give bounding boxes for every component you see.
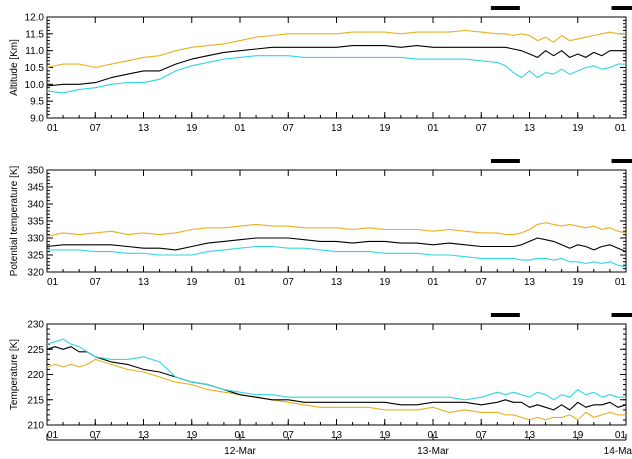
- marker-bar: [611, 6, 632, 10]
- y-tick-label: 10.5: [25, 63, 45, 74]
- x-tick-label: 01: [234, 277, 246, 288]
- y-tick-label: 340: [27, 200, 44, 211]
- y-tick-label: 225: [27, 345, 44, 356]
- x-tick-label: 07: [476, 123, 488, 134]
- series-line-upper: [46, 222, 627, 237]
- y-tick-label: 11.0: [25, 46, 44, 57]
- series-line-upper: [46, 358, 626, 421]
- date-label: 14-Ma: [604, 446, 632, 457]
- series-line-mid: [46, 237, 627, 253]
- series-line-upper: [46, 29, 626, 69]
- y-tick-label: 350: [27, 166, 44, 177]
- plot-frame: [46, 323, 627, 426]
- x-tick-label: 07: [283, 430, 295, 441]
- x-tick-label: 07: [90, 430, 102, 441]
- x-tick-label: 01: [615, 277, 627, 288]
- y-tick-label: 230: [27, 320, 44, 331]
- plot-frame: [46, 169, 627, 273]
- y-tick-label: 11.5: [25, 29, 44, 40]
- x-tick-label: 19: [572, 430, 584, 441]
- y-tick-label: 345: [27, 183, 44, 194]
- x-tick-label: 13: [524, 123, 536, 134]
- x-tick-label: 07: [283, 277, 295, 288]
- marker-bar: [490, 313, 520, 317]
- x-tick-label: 13: [331, 430, 343, 441]
- y-axis-label: Potential temperature [K]: [9, 165, 20, 276]
- y-tick-label: 9.0: [30, 114, 44, 125]
- y-tick-label: 12.0: [25, 13, 45, 24]
- x-tick-label: 19: [379, 277, 391, 288]
- y-tick-label: 10.0: [25, 80, 45, 91]
- x-tick-label: 19: [186, 430, 198, 441]
- panel-1: 9.0 9.5 10.0 10.5 11.0 11.5 12.0 01 07 13 19 01 07 13…: [9, 6, 632, 134]
- y-axis-label: Temperature [K]: [9, 339, 20, 410]
- date-label: 13-Mar: [417, 446, 449, 457]
- x-tick-label: 19: [572, 277, 584, 288]
- x-tick-label: 19: [572, 123, 584, 134]
- x-tick-label: 19: [379, 430, 391, 441]
- x-tick-label: 01: [615, 123, 627, 134]
- x-tick-label: 13: [138, 277, 150, 288]
- y-tick-label: 330: [27, 234, 44, 245]
- series-line-lower: [46, 55, 626, 94]
- marker-bar: [490, 159, 520, 163]
- x-tick-label: 07: [476, 430, 488, 441]
- x-tick-label: 01: [615, 430, 627, 441]
- x-tick-label: 13: [331, 277, 343, 288]
- x-tick-label: 01: [427, 123, 439, 134]
- plot-frame: [46, 16, 627, 119]
- series-line-lower: [46, 338, 626, 401]
- x-tick-label: 01: [234, 123, 246, 134]
- y-tick-label: 215: [27, 395, 44, 406]
- y-tick-label: 210: [27, 421, 44, 432]
- x-tick-label: 19: [186, 277, 198, 288]
- y-tick-label: 220: [27, 370, 44, 381]
- y-tick-label: 9.5: [30, 97, 44, 108]
- x-tick-label: 13: [138, 430, 150, 441]
- y-axis-label: Altitude [Km]: [9, 39, 20, 96]
- marker-bar: [490, 6, 520, 10]
- x-tick-label: 07: [90, 123, 102, 134]
- date-label: 12-Mar: [224, 446, 256, 457]
- x-tick-label: 19: [379, 123, 391, 134]
- series-line-mid: [46, 346, 627, 411]
- x-tick-label: 01: [47, 430, 59, 441]
- x-tick-label: 01: [427, 277, 439, 288]
- marker-bar: [611, 313, 632, 317]
- y-tick-label: 320: [27, 268, 44, 279]
- x-tick-label: 07: [476, 277, 488, 288]
- series-line-lower: [47, 245, 627, 268]
- panel-2: 320 325 330 335 340 345 350 01 07 13 19 01 07 13 19 01 0…: [9, 159, 632, 288]
- x-tick-label: 13: [524, 430, 536, 441]
- series-line-mid: [46, 45, 626, 87]
- x-tick-label: 07: [90, 277, 102, 288]
- x-tick-label: 19: [186, 123, 198, 134]
- x-tick-label: 13: [524, 277, 536, 288]
- x-tick-label: 07: [283, 123, 295, 134]
- marker-bar: [611, 159, 632, 163]
- y-tick-label: 335: [27, 217, 44, 228]
- y-tick-label: 325: [27, 251, 44, 262]
- x-tick-label: 01: [47, 277, 59, 288]
- x-tick-label: 13: [138, 123, 150, 134]
- x-tick-label: 13: [331, 123, 343, 134]
- x-tick-label: 01: [47, 123, 59, 134]
- date-axis: 12-Mar 13-Mar 14-Ma: [46, 434, 632, 457]
